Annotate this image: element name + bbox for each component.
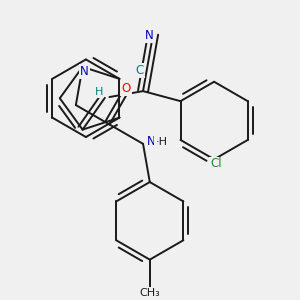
Text: ·H: ·H [155,136,167,146]
Text: O: O [121,82,130,95]
Text: Cl: Cl [210,158,222,170]
Text: C: C [136,64,144,76]
Text: H: H [95,87,103,97]
Text: N: N [145,29,153,42]
Text: N: N [147,135,156,148]
Text: CH₃: CH₃ [140,288,160,298]
Text: N: N [80,65,89,78]
